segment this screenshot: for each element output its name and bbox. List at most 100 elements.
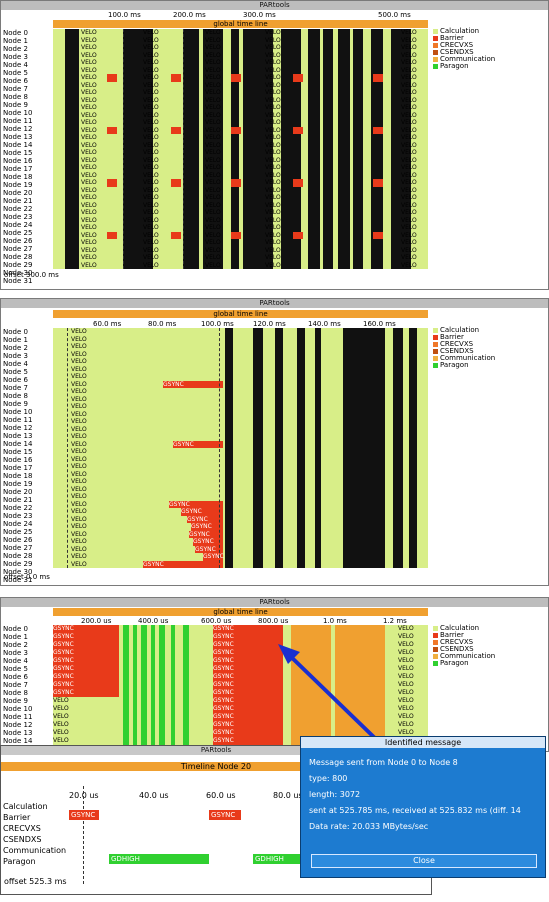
bar-label: VELO — [205, 29, 221, 36]
barrier-bar: VELO — [53, 713, 119, 721]
bar-label: VELO — [265, 149, 281, 156]
window-title[interactable]: PARtools — [1, 1, 548, 10]
window-title[interactable]: PARtools — [1, 299, 548, 308]
bar-label: VELO — [71, 395, 87, 403]
legend-swatch — [433, 64, 438, 69]
paragon-bar[interactable]: GDHIGH — [109, 854, 209, 864]
bar-label: VELO — [81, 104, 97, 111]
barrier-marker — [293, 126, 303, 134]
barrier-bar: GSYNC — [213, 721, 283, 729]
bar-label: VELO — [265, 224, 281, 231]
bar-label: VELO — [401, 209, 417, 216]
node-label: Node 12 — [3, 125, 33, 133]
global-timeline-window-2: PARtools 60.0 ms 80.0 ms 100.0 ms 120.0 … — [0, 298, 549, 586]
global-timeline-window-1: PARtools 100.0 ms 200.0 ms 300.0 ms 500.… — [0, 0, 549, 290]
bar-label: VELO — [143, 81, 159, 89]
tick-label: 200.0 us — [81, 617, 112, 625]
grid-line — [83, 786, 84, 884]
bar-label: VELO — [205, 231, 221, 239]
message-data-rate: Data rate: 20.033 MBytes/sec — [309, 822, 429, 831]
node-label: Node 10 — [3, 109, 33, 117]
window-title[interactable]: PARtools — [1, 598, 548, 607]
legend-swatch — [433, 50, 438, 55]
tick-label: 100.0 ms — [108, 11, 141, 19]
bar-label: VELO — [71, 448, 87, 455]
bar-label: VELO — [205, 74, 221, 81]
communication-band — [315, 328, 321, 568]
node-label: Node 13 — [3, 729, 33, 737]
bar-label: VELO — [81, 66, 97, 74]
node-label: Node 2 — [3, 641, 28, 649]
bar-label: VELO — [71, 418, 87, 425]
communication-band — [391, 29, 411, 269]
window-title[interactable]: PARtools — [1, 746, 431, 755]
barrier-bar: GSYNC — [213, 649, 283, 657]
bar-label: VELO — [71, 515, 87, 523]
bar-label: VELO — [265, 111, 281, 119]
barrier-bar: GSYNC — [173, 440, 223, 448]
legend-swatch — [433, 647, 438, 652]
barrier-bar: GSYNC — [213, 729, 283, 737]
barrier-bar: GSYNC — [213, 641, 283, 649]
row-label: Paragon — [3, 857, 36, 866]
barrier-bar: GSYNC — [163, 380, 223, 388]
tick-label: 80.0 ms — [148, 320, 177, 328]
barrier-marker — [171, 74, 181, 82]
bar-label: VELO — [265, 51, 281, 59]
bar-label: VELO — [205, 51, 221, 59]
close-button[interactable]: Close — [311, 854, 537, 868]
paragon-bar[interactable]: GDHIGH — [253, 854, 301, 864]
bar-label: VELO — [398, 705, 414, 712]
legend-label: Calculation — [440, 27, 480, 35]
bar-label: VELO — [401, 239, 417, 246]
communication-band — [253, 328, 263, 568]
message-length: length: 3072 — [309, 790, 361, 799]
bar-label: VELO — [143, 96, 159, 104]
communication-band — [171, 625, 175, 745]
barrier-bar: GSYNC — [53, 641, 119, 649]
tick-label: 160.0 ms — [363, 320, 396, 328]
legend-swatch — [433, 661, 438, 666]
communication-band — [243, 29, 273, 269]
legend-swatch — [433, 356, 438, 361]
row-labels: Calculation Barrier CRECVXS CSENDXS Comm… — [3, 801, 66, 867]
legend-item: CSENDXS — [433, 646, 495, 653]
barrier-bar: GSYNC — [213, 737, 283, 745]
bar-label: VELO — [71, 335, 87, 343]
bar-label: VELO — [265, 231, 281, 239]
node-label: Node 4 — [3, 61, 28, 69]
node-label: Node 3 — [3, 649, 28, 657]
barrier-bar[interactable]: GSYNC — [69, 810, 99, 820]
node-label: Node 16 — [3, 157, 33, 165]
bar-label: VELO — [401, 246, 417, 254]
bar-label: VELO — [205, 239, 221, 246]
node-label: Node 17 — [3, 464, 33, 472]
barrier-marker — [231, 179, 241, 187]
bar-label: VELO — [401, 194, 417, 201]
node-label: Node 17 — [3, 165, 33, 173]
node-label: Node 30 — [3, 269, 33, 277]
node-label: Node 11 — [3, 416, 33, 424]
timeline-plot[interactable]: VELO VELO VELO VELO VELO VELO VELO VELO VELO VELO… — [53, 29, 428, 269]
bar-label: VELO — [265, 246, 281, 254]
legend-label: Paragon — [440, 659, 469, 667]
timeline-plot[interactable]: GSYNC GSYNC VELO GSYNC GSYNC VELO GSYNC GSYNC VE… — [53, 625, 428, 745]
bar-label: VELO — [71, 553, 87, 560]
timeline-plot[interactable]: VELO VELO VELO VELO VELO VELO VELO VELO GSYNC VEL… — [53, 328, 428, 568]
bar-label: VELO — [265, 254, 281, 261]
barrier-bar[interactable]: GSYNC — [209, 810, 241, 820]
node-label: Node 1 — [3, 37, 28, 45]
bar-label: VELO — [143, 89, 159, 96]
bar-label: VELO — [401, 201, 417, 209]
bar-label: VELO — [401, 74, 417, 81]
bar-label: VELO — [71, 455, 87, 463]
identified-message-dialog: Identified message Message sent from Nod… — [300, 736, 546, 878]
barrier-bar: GSYNC — [143, 560, 223, 568]
communication-band — [353, 29, 363, 269]
bar-label: VELO — [205, 89, 221, 96]
node-label: Node 14 — [3, 440, 33, 448]
communication-band — [225, 328, 233, 568]
bar-label: VELO — [265, 171, 281, 179]
legend-label: Communication — [440, 354, 496, 362]
bar-label: VELO — [143, 164, 159, 171]
